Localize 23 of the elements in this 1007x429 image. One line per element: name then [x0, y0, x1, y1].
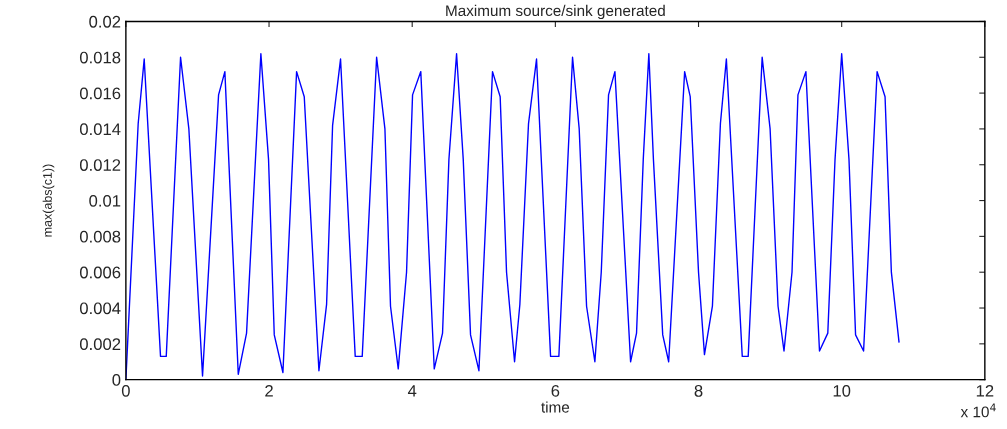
y-tick-label: 0.006	[79, 266, 121, 279]
y-tick-label: 0.002	[79, 338, 121, 351]
x-tick-label: 0	[121, 384, 130, 397]
x-tick-label: 8	[694, 384, 703, 397]
x-tick-label: 12	[976, 384, 994, 397]
text: x 10$^{4}$	[960, 403, 996, 418]
y-tick-label: 0	[112, 374, 121, 386]
y-axis-title: max(abs(c1))	[42, 164, 55, 237]
x-tick-label: 2	[265, 384, 273, 397]
line-series	[125, 52, 900, 380]
x-tick-label: 4	[407, 385, 417, 397]
x-tick-label: 10	[833, 384, 851, 397]
y-tick-label: 0.02	[89, 15, 121, 28]
y-tick-label: 0.004	[79, 302, 121, 315]
x-tick-label: 6	[551, 384, 560, 397]
chart-title: Maximum source/sink generated	[446, 4, 665, 20]
y-tick-label: 0.008	[79, 230, 121, 243]
x-axis-title: time	[541, 401, 570, 413]
y-tick-label: 0.012	[79, 159, 121, 171]
y-tick-label: 0.01	[89, 194, 121, 207]
y-tick-label: 0.014	[79, 123, 121, 136]
y-tick-label: 0.018	[79, 51, 121, 64]
y-tick-label: 0.016	[79, 87, 121, 100]
